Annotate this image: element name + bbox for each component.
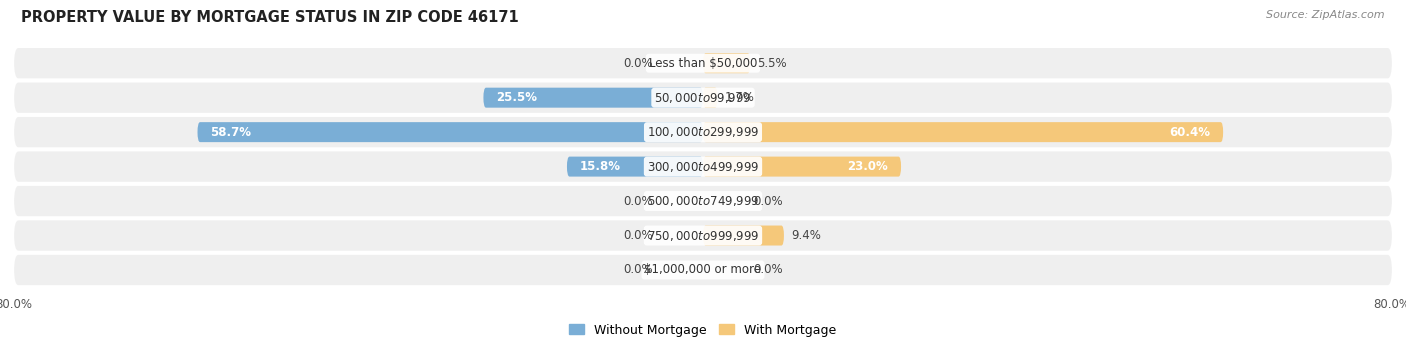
Text: $750,000 to $999,999: $750,000 to $999,999 <box>647 228 759 242</box>
FancyBboxPatch shape <box>14 220 1392 251</box>
Text: 0.0%: 0.0% <box>754 264 783 276</box>
FancyBboxPatch shape <box>703 225 785 245</box>
FancyBboxPatch shape <box>14 255 1392 285</box>
FancyBboxPatch shape <box>14 117 1392 147</box>
Text: 15.8%: 15.8% <box>579 160 621 173</box>
Text: 9.4%: 9.4% <box>790 229 821 242</box>
Text: 58.7%: 58.7% <box>211 126 252 139</box>
FancyBboxPatch shape <box>703 157 901 176</box>
Text: 25.5%: 25.5% <box>496 91 537 104</box>
FancyBboxPatch shape <box>659 53 703 73</box>
FancyBboxPatch shape <box>703 53 751 73</box>
FancyBboxPatch shape <box>14 48 1392 78</box>
Text: 0.0%: 0.0% <box>623 57 652 70</box>
Text: $50,000 to $99,999: $50,000 to $99,999 <box>654 91 752 105</box>
FancyBboxPatch shape <box>659 191 703 211</box>
Text: 5.5%: 5.5% <box>758 57 787 70</box>
FancyBboxPatch shape <box>659 225 703 245</box>
FancyBboxPatch shape <box>567 157 703 176</box>
Text: Less than $50,000: Less than $50,000 <box>648 57 758 70</box>
FancyBboxPatch shape <box>703 122 1223 142</box>
FancyBboxPatch shape <box>197 122 703 142</box>
FancyBboxPatch shape <box>14 151 1392 182</box>
FancyBboxPatch shape <box>659 260 703 280</box>
Text: Source: ZipAtlas.com: Source: ZipAtlas.com <box>1267 10 1385 20</box>
FancyBboxPatch shape <box>703 88 717 108</box>
FancyBboxPatch shape <box>703 260 747 280</box>
Text: $1,000,000 or more: $1,000,000 or more <box>644 264 762 276</box>
Text: 0.0%: 0.0% <box>623 229 652 242</box>
Text: 0.0%: 0.0% <box>754 194 783 207</box>
Text: $300,000 to $499,999: $300,000 to $499,999 <box>647 159 759 174</box>
Text: 0.0%: 0.0% <box>623 264 652 276</box>
FancyBboxPatch shape <box>14 186 1392 216</box>
Text: 23.0%: 23.0% <box>848 160 889 173</box>
Text: 0.0%: 0.0% <box>623 194 652 207</box>
FancyBboxPatch shape <box>14 83 1392 113</box>
Text: $100,000 to $299,999: $100,000 to $299,999 <box>647 125 759 139</box>
FancyBboxPatch shape <box>703 191 747 211</box>
Text: 1.7%: 1.7% <box>724 91 755 104</box>
Legend: Without Mortgage, With Mortgage: Without Mortgage, With Mortgage <box>564 319 842 340</box>
Text: PROPERTY VALUE BY MORTGAGE STATUS IN ZIP CODE 46171: PROPERTY VALUE BY MORTGAGE STATUS IN ZIP… <box>21 10 519 25</box>
Text: $500,000 to $749,999: $500,000 to $749,999 <box>647 194 759 208</box>
FancyBboxPatch shape <box>484 88 703 108</box>
Text: 60.4%: 60.4% <box>1170 126 1211 139</box>
